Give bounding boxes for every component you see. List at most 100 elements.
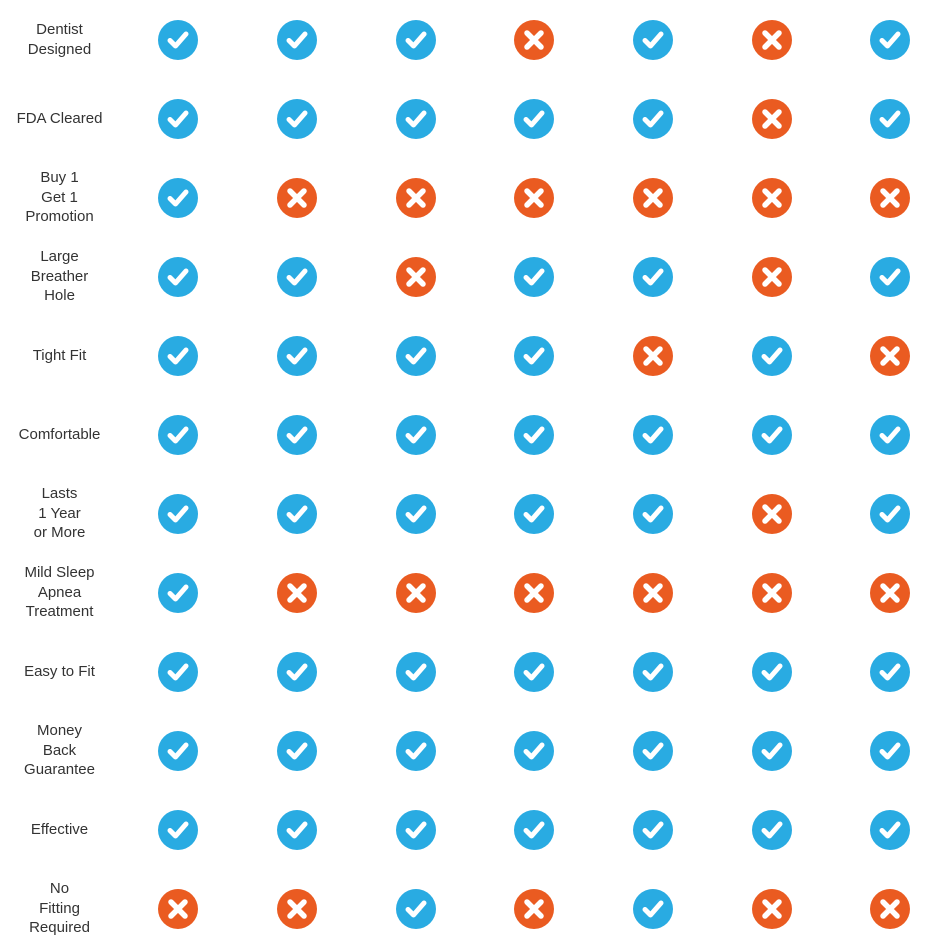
check-icon — [633, 810, 673, 850]
icon-cell — [356, 573, 475, 613]
check-icon — [514, 810, 554, 850]
icon-cell — [594, 415, 713, 455]
check-icon — [633, 20, 673, 60]
icon-cell — [831, 336, 950, 376]
icon-cell — [356, 257, 475, 297]
icon-cell — [238, 810, 357, 850]
check-icon — [396, 810, 436, 850]
icon-cell — [475, 257, 594, 297]
table-row: Easy to Fit — [0, 632, 950, 711]
icon-cell — [712, 731, 831, 771]
check-icon — [514, 257, 554, 297]
icon-cell — [831, 652, 950, 692]
icon-cell — [712, 257, 831, 297]
icon-cell — [594, 731, 713, 771]
icon-cell — [119, 20, 238, 60]
cross-icon — [514, 573, 554, 613]
icon-cell — [831, 99, 950, 139]
cross-icon — [396, 257, 436, 297]
row-label: Comfortable — [0, 425, 119, 445]
check-icon — [514, 494, 554, 534]
cross-icon — [633, 336, 673, 376]
check-icon — [870, 810, 910, 850]
check-icon — [633, 257, 673, 297]
check-icon — [633, 652, 673, 692]
check-icon — [277, 810, 317, 850]
check-icon — [633, 494, 673, 534]
icon-cell — [475, 573, 594, 613]
check-icon — [633, 889, 673, 929]
row-label: Tight Fit — [0, 346, 119, 366]
check-icon — [633, 99, 673, 139]
check-icon — [158, 415, 198, 455]
icon-cell — [119, 178, 238, 218]
cross-icon — [752, 257, 792, 297]
icon-cell — [712, 415, 831, 455]
check-icon — [752, 810, 792, 850]
check-icon — [752, 415, 792, 455]
cross-icon — [752, 494, 792, 534]
icon-cell — [712, 889, 831, 929]
check-icon — [396, 889, 436, 929]
check-icon — [870, 494, 910, 534]
check-icon — [514, 731, 554, 771]
icon-cell — [119, 99, 238, 139]
icon-cell — [356, 652, 475, 692]
icon-cell — [712, 336, 831, 376]
icon-cell — [831, 731, 950, 771]
check-icon — [752, 731, 792, 771]
check-icon — [396, 415, 436, 455]
icon-cell — [475, 415, 594, 455]
check-icon — [158, 20, 198, 60]
check-icon — [870, 99, 910, 139]
icon-cell — [238, 20, 357, 60]
cross-icon — [396, 178, 436, 218]
icon-cell — [712, 573, 831, 613]
icon-cell — [238, 494, 357, 534]
icon-cell — [594, 889, 713, 929]
icon-cell — [831, 20, 950, 60]
check-icon — [158, 652, 198, 692]
table-row: LargeBreatherHole — [0, 237, 950, 316]
check-icon — [158, 810, 198, 850]
table-row: Tight Fit — [0, 316, 950, 395]
icon-cell — [475, 494, 594, 534]
row-label: Easy to Fit — [0, 662, 119, 682]
icon-cell — [594, 652, 713, 692]
check-icon — [277, 652, 317, 692]
cross-icon — [633, 178, 673, 218]
icon-cell — [119, 573, 238, 613]
check-icon — [158, 731, 198, 771]
icon-cell — [831, 257, 950, 297]
row-label: Lasts1 Yearor More — [0, 484, 119, 543]
icon-cell — [594, 494, 713, 534]
table-row: Comfortable — [0, 395, 950, 474]
icon-cell — [712, 178, 831, 218]
icon-cell — [475, 731, 594, 771]
check-icon — [158, 99, 198, 139]
table-row: NoFittingRequired — [0, 869, 950, 948]
icon-cell — [119, 889, 238, 929]
cross-icon — [752, 178, 792, 218]
icon-cell — [594, 99, 713, 139]
cross-icon — [633, 573, 673, 613]
icon-cell — [594, 20, 713, 60]
check-icon — [277, 257, 317, 297]
row-label: Buy 1Get 1Promotion — [0, 168, 119, 227]
icon-cell — [831, 573, 950, 613]
icon-cell — [594, 573, 713, 613]
table-row: FDA Cleared — [0, 79, 950, 158]
table-row: Buy 1Get 1Promotion — [0, 158, 950, 237]
icon-cell — [238, 99, 357, 139]
icon-cell — [238, 415, 357, 455]
check-icon — [396, 652, 436, 692]
check-icon — [277, 494, 317, 534]
check-icon — [752, 652, 792, 692]
check-icon — [870, 20, 910, 60]
icon-cell — [594, 336, 713, 376]
icon-cell — [475, 336, 594, 376]
icon-cell — [475, 889, 594, 929]
check-icon — [514, 652, 554, 692]
check-icon — [396, 20, 436, 60]
icon-cell — [356, 731, 475, 771]
